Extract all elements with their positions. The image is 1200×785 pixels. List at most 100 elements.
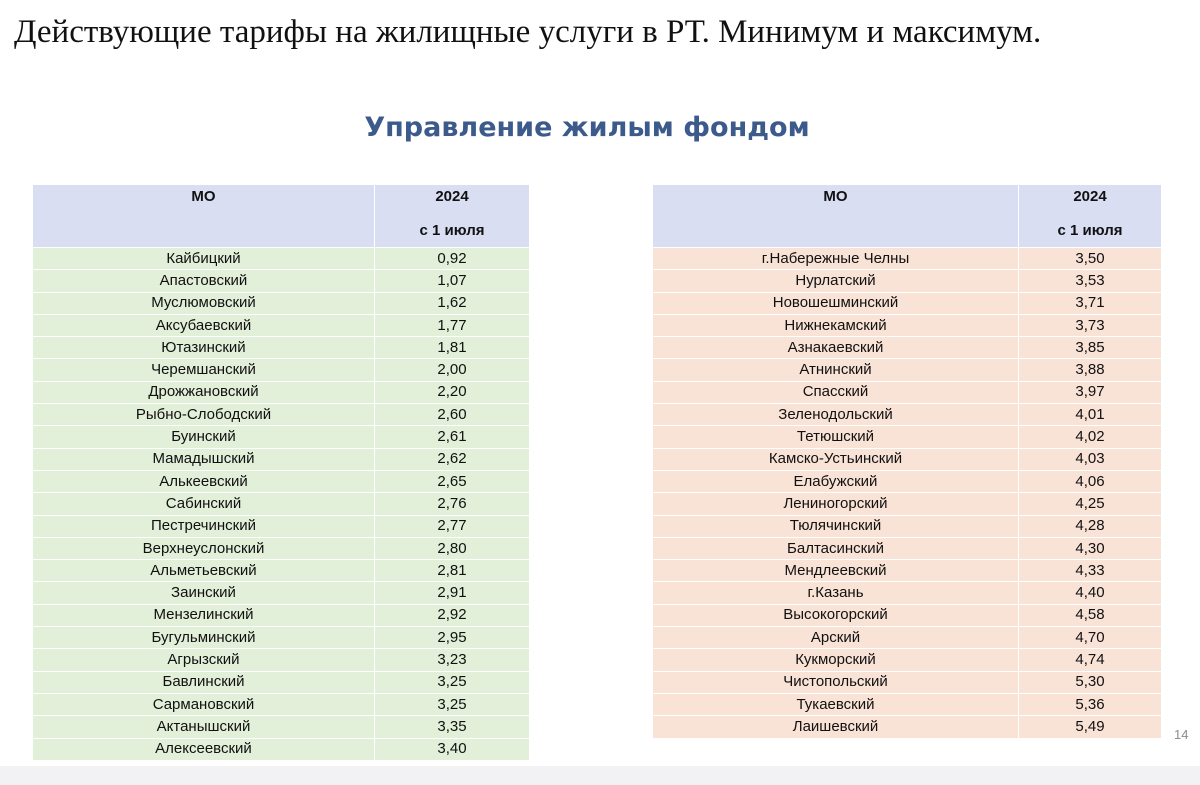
table-row: Нижнекамский 3,73: [652, 313, 1162, 338]
tariff-value-cell: 2,62: [374, 447, 530, 471]
mo-name-cell: г.Набережные Челны: [652, 246, 1019, 271]
table-row: Мензелинский 2,92: [32, 603, 530, 628]
table-row: Спасский 3,97: [652, 380, 1162, 405]
table-row: Высокогорский 4,58: [652, 603, 1162, 628]
tariff-value-cell: 3,25: [374, 692, 530, 717]
mo-name-cell: Кайбицкий: [32, 246, 375, 271]
table-row: Сабинский 2,76: [32, 492, 530, 516]
mo-name-cell: Лаишевский: [652, 715, 1019, 739]
tariff-value-cell: 4,25: [1018, 492, 1162, 516]
mo-name-cell: Новошешминский: [652, 291, 1019, 315]
mo-name-cell: Мендлеевский: [652, 559, 1019, 583]
table-row: Тукаевский 5,36: [652, 692, 1162, 717]
column-header-mo-label: МО: [191, 188, 216, 205]
tariff-value-cell: 3,25: [374, 670, 530, 694]
tariff-value-cell: 2,00: [374, 358, 530, 382]
mo-name-cell: Зеленодольский: [652, 403, 1019, 427]
tariff-value-cell: 4,02: [1018, 425, 1162, 449]
tariff-value-cell: 4,06: [1018, 469, 1162, 494]
mo-name-cell: Спасский: [652, 380, 1019, 405]
table-row: Новошешминский 3,71: [652, 291, 1162, 315]
column-header-tariff: 2024 с 1 июля: [374, 184, 530, 248]
tariff-table-max: МО 2024 с 1 июля г.Набережные Челны 3,50 Н…: [652, 184, 1162, 739]
table-row: Ютазинский 1,81: [32, 336, 530, 360]
tariff-value-cell: 2,76: [374, 492, 530, 516]
tariff-value-cell: 2,61: [374, 425, 530, 449]
table-row: Лениногорский 4,25: [652, 492, 1162, 516]
tariff-value-cell: 3,40: [374, 737, 530, 761]
mo-name-cell: Камско-Устьинский: [652, 447, 1019, 471]
table-row: Кукморский 4,74: [652, 648, 1162, 672]
table-row: Мендлеевский 4,33: [652, 559, 1162, 583]
table-row: Тюлячинский 4,28: [652, 514, 1162, 538]
table-row: Тетюшский 4,02: [652, 425, 1162, 449]
column-header-mo: МО: [652, 184, 1019, 248]
column-header-year: 2024: [435, 188, 469, 205]
tariff-value-cell: 1,77: [374, 313, 530, 338]
mo-name-cell: Тетюшский: [652, 425, 1019, 449]
column-header-mo: МО: [32, 184, 375, 248]
tariff-value-cell: 4,70: [1018, 626, 1162, 650]
mo-name-cell: Тюлячинский: [652, 514, 1019, 538]
mo-name-cell: Нижнекамский: [652, 313, 1019, 338]
table-row: Пестречинский 2,77: [32, 514, 530, 538]
table-row: Альметьевский 2,81: [32, 559, 530, 583]
table-row: Мамадышский 2,62: [32, 447, 530, 471]
tariff-value-cell: 2,20: [374, 380, 530, 405]
table-row: Арский 4,70: [652, 626, 1162, 650]
table-row: Атнинский 3,88: [652, 358, 1162, 382]
mo-name-cell: Чистопольский: [652, 670, 1019, 694]
tariff-value-cell: 2,77: [374, 514, 530, 538]
mo-name-cell: Высокогорский: [652, 603, 1019, 628]
tariff-value-cell: 4,30: [1018, 536, 1162, 561]
mo-name-cell: Пестречинский: [32, 514, 375, 538]
table-row: Заинский 2,91: [32, 581, 530, 605]
table-row: Апастовский 1,07: [32, 269, 530, 293]
mo-name-cell: Арский: [652, 626, 1019, 650]
table-row: Чистопольский 5,30: [652, 670, 1162, 694]
mo-name-cell: Нурлатский: [652, 269, 1019, 293]
table-row: Агрызский 3,23: [32, 648, 530, 672]
tariff-value-cell: 2,80: [374, 536, 530, 561]
tariff-value-cell: 4,28: [1018, 514, 1162, 538]
mo-name-cell: Атнинский: [652, 358, 1019, 382]
bottom-band: [0, 766, 1200, 785]
mo-name-cell: Бавлинский: [32, 670, 375, 694]
column-header-from-date: с 1 июля: [1057, 222, 1123, 239]
tariff-value-cell: 2,91: [374, 581, 530, 605]
table-row: Елабужский 4,06: [652, 469, 1162, 494]
tariff-value-cell: 3,23: [374, 648, 530, 672]
mo-name-cell: Черемшанский: [32, 358, 375, 382]
tariff-value-cell: 3,35: [374, 715, 530, 739]
mo-name-cell: Тукаевский: [652, 692, 1019, 717]
tariff-value-cell: 3,97: [1018, 380, 1162, 405]
mo-name-cell: Сармановский: [32, 692, 375, 717]
table-header-row: МО 2024 с 1 июля: [652, 184, 1162, 248]
column-header-from-date: с 1 июля: [419, 222, 485, 239]
mo-name-cell: Дрожжановский: [32, 380, 375, 405]
tariff-value-cell: 4,40: [1018, 581, 1162, 605]
table-row: Зеленодольский 4,01: [652, 403, 1162, 427]
tariff-value-cell: 4,74: [1018, 648, 1162, 672]
tariff-value-cell: 4,58: [1018, 603, 1162, 628]
page-number: 14: [1174, 727, 1189, 742]
tariff-value-cell: 0,92: [374, 246, 530, 271]
table-row: Камско-Устьинский 4,03: [652, 447, 1162, 471]
tariff-value-cell: 2,95: [374, 626, 530, 650]
table-row: Муслюмовский 1,62: [32, 291, 530, 315]
mo-name-cell: г.Казань: [652, 581, 1019, 605]
table-row: Буинский 2,61: [32, 425, 530, 449]
mo-name-cell: Верхнеуслонский: [32, 536, 375, 561]
table-row: Азнакаевский 3,85: [652, 336, 1162, 360]
mo-name-cell: Буинский: [32, 425, 375, 449]
tariff-value-cell: 4,33: [1018, 559, 1162, 583]
mo-name-cell: Мамадышский: [32, 447, 375, 471]
table-row: Верхнеуслонский 2,80: [32, 536, 530, 561]
mo-name-cell: Рыбно-Слободский: [32, 403, 375, 427]
mo-name-cell: Сабинский: [32, 492, 375, 516]
table-row: Алькеевский 2,65: [32, 469, 530, 494]
mo-name-cell: Кукморский: [652, 648, 1019, 672]
tariff-value-cell: 4,03: [1018, 447, 1162, 471]
mo-name-cell: Бугульминский: [32, 626, 375, 650]
tariff-value-cell: 3,71: [1018, 291, 1162, 315]
